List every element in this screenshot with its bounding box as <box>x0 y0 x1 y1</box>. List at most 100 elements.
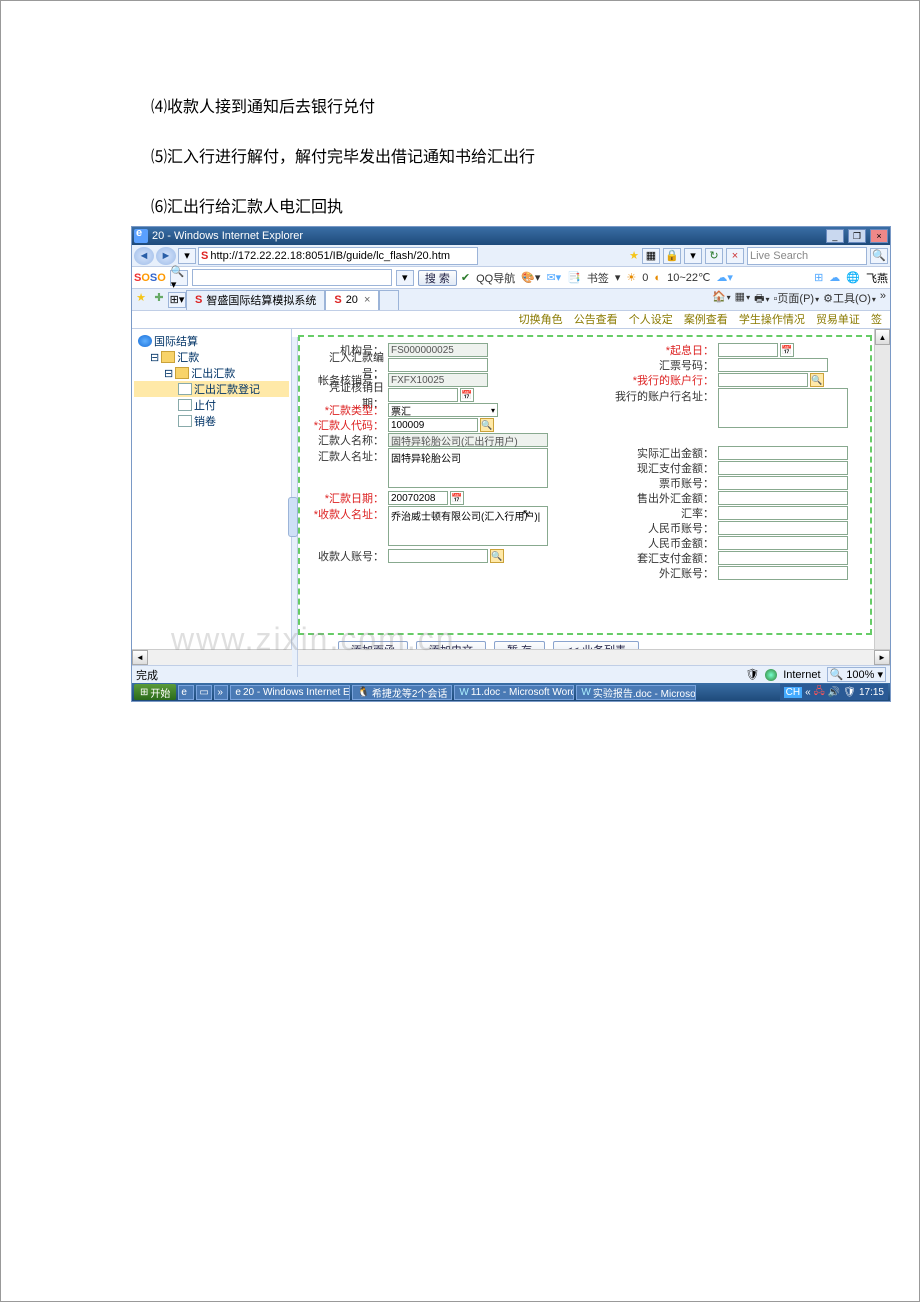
sogo-dd-icon[interactable]: ▾ <box>396 270 414 286</box>
inp-sjhc[interactable] <box>718 446 848 460</box>
back-button[interactable]: ◄ <box>134 247 154 265</box>
search-icon[interactable]: 🔍 <box>480 418 494 432</box>
inp-hphm[interactable] <box>718 358 828 372</box>
search-input[interactable]: Live Search <box>747 247 867 265</box>
home-menu[interactable]: 🏠 <box>712 290 731 309</box>
tree-outremit[interactable]: ⊟汇出汇款 <box>134 365 289 381</box>
dropdown-icon[interactable]: ▾ <box>178 248 196 264</box>
tray-net-icon[interactable]: 🖧 <box>814 684 825 701</box>
fav-star-icon[interactable]: ★ <box>132 291 150 309</box>
tree-register[interactable]: 汇出汇款登记 <box>134 381 289 397</box>
menu-sign[interactable]: 签 <box>871 314 882 326</box>
sogo-search-input[interactable] <box>192 269 392 286</box>
tree-remit[interactable]: ⊟汇款 <box>134 349 289 365</box>
cal-icon[interactable]: 📅 <box>780 343 794 357</box>
cal-icon[interactable]: 📅 <box>460 388 474 402</box>
zoom-control[interactable]: 🔍 100% ▾ <box>827 667 886 682</box>
inp-xhzf[interactable] <box>718 461 848 475</box>
menu-personal[interactable]: 个人设定 <box>629 314 673 326</box>
sogo-mag-icon[interactable]: 🔍▾ <box>170 270 188 286</box>
ime-indicator[interactable]: CH <box>784 687 802 698</box>
search-icon[interactable]: 🔍 <box>810 373 824 387</box>
lock-icon[interactable]: 🔒 <box>663 248 681 264</box>
menu-notice[interactable]: 公告查看 <box>574 314 618 326</box>
feiyan-link[interactable]: 飞燕 <box>866 270 888 286</box>
tree-root[interactable]: 国际结算 <box>134 333 289 349</box>
mail-icon[interactable]: ✉▾ <box>546 271 561 284</box>
dropdown-2-icon[interactable]: ▾ <box>684 248 702 264</box>
inp-rmbje[interactable] <box>718 536 848 550</box>
tab-1[interactable]: S 智盛国际结算模拟系统 <box>186 290 325 310</box>
splitter[interactable] <box>292 337 298 677</box>
inp-skrzh[interactable] <box>388 549 488 563</box>
page-menu[interactable]: ▫页面(P) <box>774 290 820 309</box>
palette-icon[interactable]: 🎨▾ <box>521 271 540 284</box>
cloud-icon[interactable]: ☁▾ <box>716 271 733 284</box>
inp-pbzh[interactable] <box>718 476 848 490</box>
task-4[interactable]: W实验报告.doc - Microsof... <box>576 685 696 700</box>
more-icon[interactable]: » <box>880 290 886 309</box>
tray-shield-icon[interactable]: 🛡 <box>843 687 856 698</box>
minimize-button[interactable]: _ <box>826 229 844 243</box>
grid-icon[interactable]: ⊞ <box>814 271 823 284</box>
inp-rmbzh[interactable] <box>718 521 848 535</box>
ql-ie[interactable]: e <box>178 685 194 700</box>
inp-hrbm[interactable] <box>388 358 488 372</box>
scroll-left-icon[interactable]: ◄ <box>132 650 148 665</box>
fav-add-icon[interactable]: ✚ <box>150 291 168 309</box>
sel-hklx[interactable]: 票汇 <box>388 403 498 417</box>
inp-qxr[interactable] <box>718 343 778 357</box>
url-input[interactable]: S http://172.22.22.18:8051/IB/guide/lc_f… <box>198 247 478 265</box>
task-2[interactable]: 🐧希捷龙等2个会话 <box>352 685 452 700</box>
menu-case[interactable]: 案例查看 <box>684 314 728 326</box>
hscrollbar[interactable]: ◄ ► <box>132 649 890 665</box>
tab2-close-icon[interactable]: × <box>364 294 370 306</box>
tab-grid-icon[interactable]: ⊞▾ <box>168 292 186 308</box>
task-1[interactable]: e20 - Windows Internet E... <box>230 685 350 700</box>
tray-vol-icon[interactable]: 🔊 <box>828 687 840 698</box>
scroll-up-icon[interactable]: ▲ <box>875 329 890 345</box>
link-weather[interactable]: 10~22℃ <box>667 271 710 284</box>
clock[interactable]: 17:15 <box>859 687 884 698</box>
print-menu[interactable]: 🖶 <box>754 290 769 309</box>
scroll-track[interactable] <box>148 650 874 665</box>
tab-new[interactable] <box>379 290 399 310</box>
inp-swhj[interactable] <box>718 491 848 505</box>
inp-thzf[interactable] <box>718 551 848 565</box>
splitter-grip[interactable] <box>288 497 298 537</box>
inp-pzhx[interactable] <box>388 388 458 402</box>
sogo-search-button[interactable]: 搜 索 <box>418 270 457 286</box>
tools-menu[interactable]: ⚙工具(O) <box>823 290 876 309</box>
inp-hkrdm[interactable]: 100009 <box>388 418 478 432</box>
favorite-icon[interactable]: ★ <box>629 249 639 262</box>
close-button[interactable]: × <box>870 229 888 243</box>
tree-cancel[interactable]: 销卷 <box>134 413 289 429</box>
cloud2-icon[interactable]: ☁ <box>829 271 840 284</box>
inp-hl[interactable] <box>718 506 848 520</box>
compat-icon[interactable]: ▦ <box>642 248 660 264</box>
feed-menu[interactable]: ▦ <box>735 290 750 309</box>
tab-2[interactable]: S 20 × <box>325 290 379 310</box>
cal-icon[interactable]: 📅 <box>450 491 464 505</box>
ta-whmc[interactable] <box>718 388 848 428</box>
task-3[interactable]: W11.doc - Microsoft Word <box>454 685 574 700</box>
search-icon[interactable]: 🔍 <box>490 549 504 563</box>
forward-button[interactable]: ► <box>156 247 176 265</box>
ta-hkrdz[interactable]: 固特异轮胎公司 <box>388 448 548 488</box>
ql-more[interactable]: » <box>214 685 228 700</box>
menu-trade[interactable]: 贸易单证 <box>816 314 860 326</box>
ql-desktop[interactable]: ▭ <box>196 685 212 700</box>
tray-arrow-icon[interactable]: « <box>805 687 811 698</box>
refresh-button[interactable]: ↻ <box>705 248 723 264</box>
inp-whzh2[interactable] <box>718 566 848 580</box>
tree-stop[interactable]: 止付 <box>134 397 289 413</box>
maximize-button[interactable]: ❐ <box>848 229 866 243</box>
menu-role[interactable]: 切换角色 <box>519 314 563 326</box>
scroll-right-icon[interactable]: ► <box>874 650 890 665</box>
inp-hkrq[interactable]: 20070208 <box>388 491 448 505</box>
start-button[interactable]: ⊞开始 <box>134 684 176 700</box>
search-go-icon[interactable]: 🔍 <box>870 248 888 264</box>
link-bookmark[interactable]: 书签 <box>587 270 609 286</box>
link-qq[interactable]: QQ导航 <box>476 270 515 286</box>
inp-whzh[interactable] <box>718 373 808 387</box>
